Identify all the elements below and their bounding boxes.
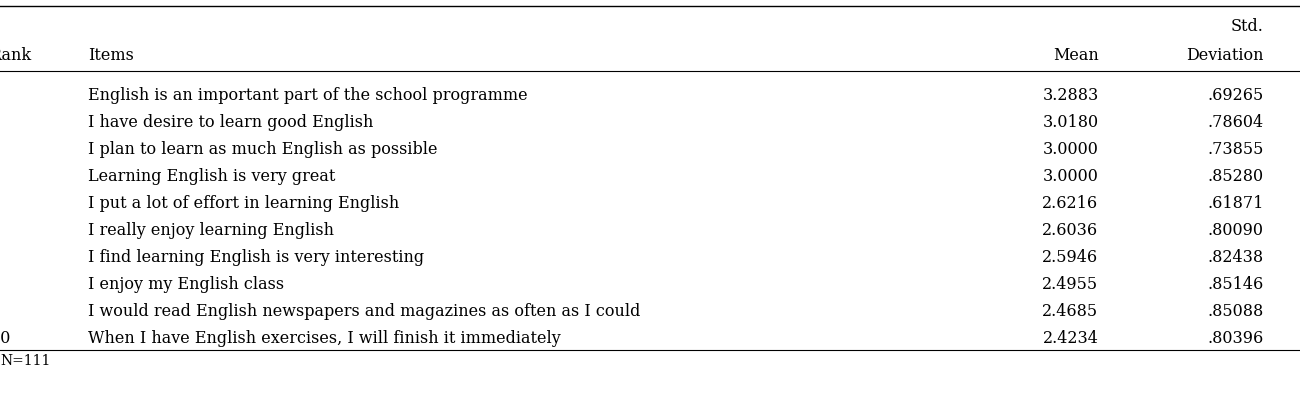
Text: .85146: .85146 <box>1208 276 1264 293</box>
Text: I enjoy my English class: I enjoy my English class <box>88 276 285 293</box>
Text: I plan to learn as much English as possible: I plan to learn as much English as possi… <box>88 141 438 158</box>
Text: I have desire to learn good English: I have desire to learn good English <box>88 113 374 131</box>
Text: 3.0000: 3.0000 <box>1043 168 1098 185</box>
Text: .73855: .73855 <box>1208 141 1264 158</box>
Text: .82438: .82438 <box>1208 249 1264 266</box>
Text: Items: Items <box>88 47 134 64</box>
Text: 2.4685: 2.4685 <box>1043 303 1098 320</box>
Text: I find learning English is very interesting: I find learning English is very interest… <box>88 249 425 266</box>
Text: .85280: .85280 <box>1208 168 1264 185</box>
Text: I really enjoy learning English: I really enjoy learning English <box>88 221 334 239</box>
Text: When I have English exercises, I will finish it immediately: When I have English exercises, I will fi… <box>88 329 562 347</box>
Text: 2.5946: 2.5946 <box>1043 249 1098 266</box>
Text: I would read English newspapers and magazines as often as I could: I would read English newspapers and maga… <box>88 303 641 320</box>
Text: .69265: .69265 <box>1208 87 1264 104</box>
Text: 2.4955: 2.4955 <box>1043 276 1098 293</box>
Text: Deviation: Deviation <box>1186 47 1264 64</box>
Text: Std.: Std. <box>1231 18 1264 35</box>
Text: 2.6216: 2.6216 <box>1043 195 1098 212</box>
Text: .80396: .80396 <box>1208 329 1264 347</box>
Text: 2.6036: 2.6036 <box>1043 221 1098 239</box>
Text: .85088: .85088 <box>1208 303 1264 320</box>
Text: 10: 10 <box>0 329 10 347</box>
Text: Rank: Rank <box>0 47 31 64</box>
Text: 2.4234: 2.4234 <box>1043 329 1098 347</box>
Text: 3.0000: 3.0000 <box>1043 141 1098 158</box>
Text: Learning English is very great: Learning English is very great <box>88 168 335 185</box>
Text: Mean: Mean <box>1053 47 1098 64</box>
Text: .80090: .80090 <box>1208 221 1264 239</box>
Text: English is an important part of the school programme: English is an important part of the scho… <box>88 87 528 104</box>
Text: 3.2883: 3.2883 <box>1043 87 1098 104</box>
Text: .61871: .61871 <box>1208 195 1264 212</box>
Text: N=111: N=111 <box>0 354 51 368</box>
Text: I put a lot of effort in learning English: I put a lot of effort in learning Englis… <box>88 195 399 212</box>
Text: 3.0180: 3.0180 <box>1043 113 1098 131</box>
Text: .78604: .78604 <box>1208 113 1264 131</box>
